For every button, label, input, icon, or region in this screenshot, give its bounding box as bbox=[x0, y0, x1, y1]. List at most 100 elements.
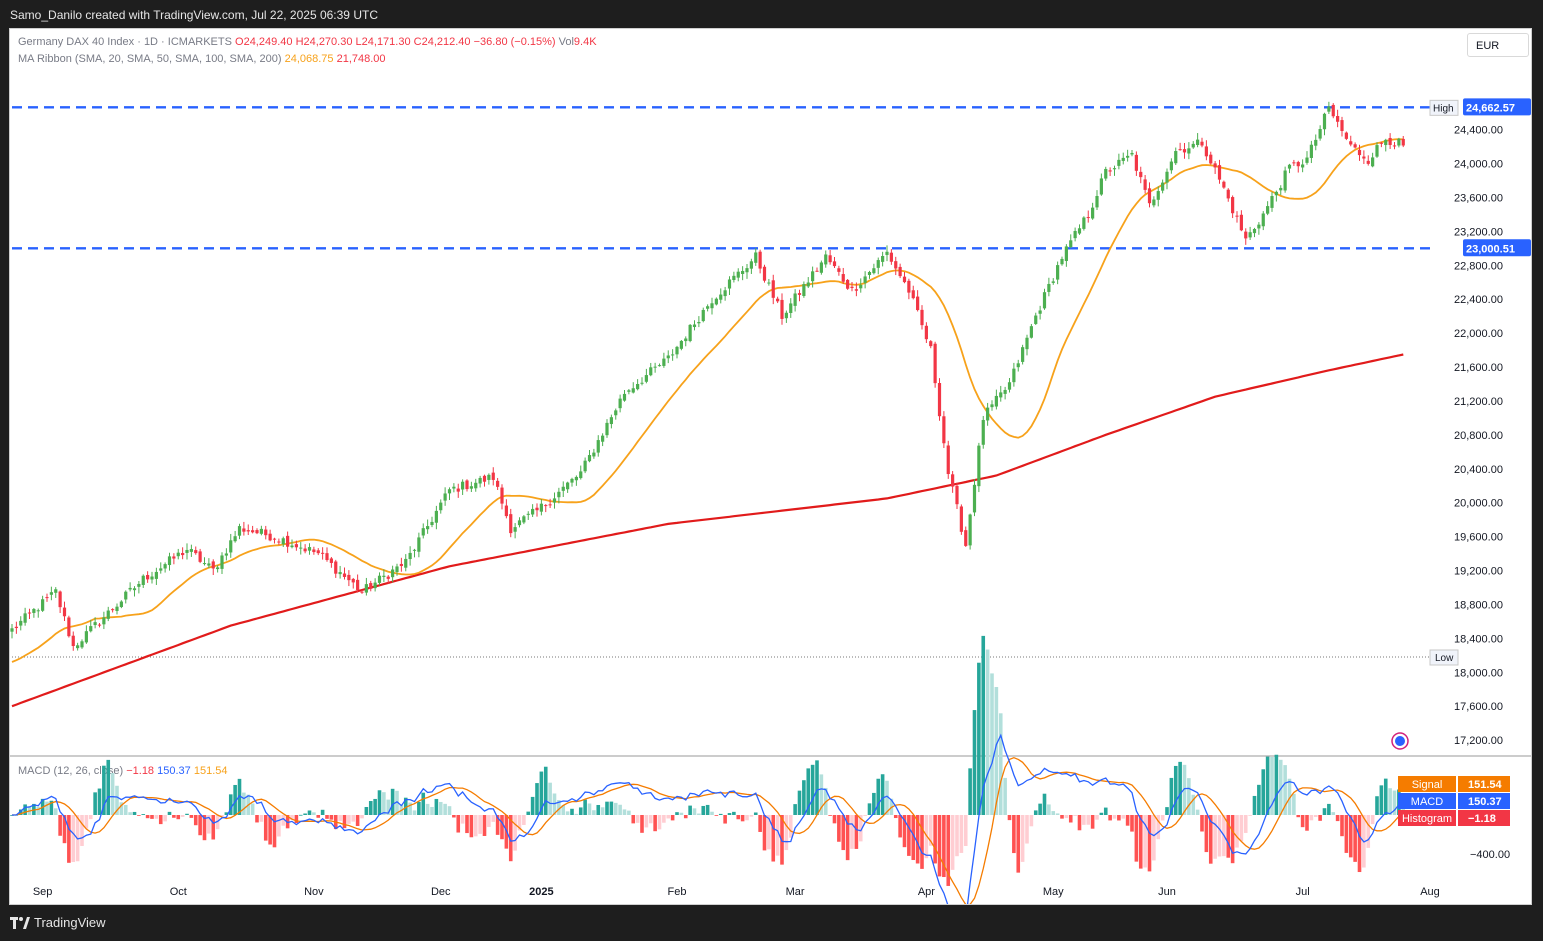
candle-body bbox=[1252, 228, 1257, 234]
candle-body bbox=[80, 641, 84, 648]
candle-body bbox=[1384, 139, 1388, 146]
candle-body bbox=[977, 445, 981, 487]
candle-body bbox=[959, 506, 963, 532]
histogram-bar bbox=[1147, 815, 1152, 872]
y-tick-label: 18,400.00 bbox=[1454, 633, 1503, 645]
candles-group bbox=[10, 101, 1405, 651]
currency-selector[interactable]: EUR bbox=[1467, 33, 1529, 57]
histogram-bar bbox=[902, 815, 907, 848]
histogram-bar bbox=[110, 773, 115, 815]
histogram-bar bbox=[237, 778, 242, 815]
histogram-bar bbox=[937, 815, 942, 877]
histogram-bar bbox=[784, 815, 789, 851]
ma20-value: 24,068.75 bbox=[284, 53, 334, 65]
histogram-bar bbox=[434, 798, 439, 815]
histogram-bar bbox=[872, 792, 876, 815]
candle-body bbox=[1187, 148, 1191, 154]
candle-body bbox=[1388, 137, 1392, 145]
close-value: C24,212.40 bbox=[413, 36, 471, 48]
y-tick-label: 17,200.00 bbox=[1454, 735, 1503, 747]
histogram-bar bbox=[880, 774, 885, 815]
histogram-bar bbox=[338, 815, 342, 821]
x-tick-label: Jul bbox=[1296, 886, 1310, 898]
histogram-bar bbox=[403, 797, 408, 815]
histogram-bar bbox=[1283, 765, 1287, 815]
histogram-bar bbox=[1029, 815, 1034, 827]
histogram-bar bbox=[963, 815, 968, 846]
candle-body bbox=[1340, 120, 1344, 132]
candle-body bbox=[526, 513, 530, 515]
histogram-bar bbox=[224, 812, 229, 815]
candle-body bbox=[811, 271, 815, 282]
histogram-bar bbox=[522, 815, 526, 825]
histogram-bar bbox=[670, 815, 675, 821]
histogram-bar bbox=[377, 790, 382, 815]
histogram-bar bbox=[1270, 756, 1274, 815]
candle-body bbox=[347, 574, 351, 581]
histogram-bar bbox=[312, 812, 316, 815]
high-tag-label: High bbox=[1433, 103, 1454, 114]
histogram-bar bbox=[714, 815, 719, 816]
histogram-bar bbox=[644, 815, 649, 828]
histogram-bar bbox=[1388, 788, 1392, 815]
brand-name: TradingView bbox=[34, 915, 106, 930]
candle-body bbox=[531, 508, 535, 515]
candle-body bbox=[1047, 283, 1051, 292]
candle-body bbox=[929, 341, 933, 347]
macd-tag-value: 151.54 bbox=[1468, 779, 1503, 791]
macd-tag-value-box bbox=[1458, 776, 1510, 792]
histogram-bar bbox=[1309, 815, 1314, 821]
histogram-bar bbox=[1226, 815, 1231, 858]
price-chart-svg[interactable]: 17,200.00 17,600.00 18,000.00 18,400.00 18,8… bbox=[10, 29, 1531, 904]
x-tick-label: Aug bbox=[1420, 886, 1440, 898]
histogram-bar bbox=[745, 815, 749, 821]
candle-body bbox=[338, 572, 342, 575]
histogram-bar bbox=[491, 815, 496, 822]
macd-label: MACD (12, 26, close) bbox=[18, 765, 124, 777]
candle-body bbox=[356, 579, 360, 591]
histogram-bar bbox=[631, 815, 636, 824]
histogram-bar bbox=[1143, 815, 1147, 868]
candle-body bbox=[1178, 149, 1182, 151]
candle-body bbox=[351, 578, 355, 583]
candle-body bbox=[443, 493, 447, 501]
macd-hist-value: −1.18 bbox=[126, 765, 155, 777]
macd-histogram bbox=[10, 635, 1406, 886]
histogram-bar bbox=[1051, 811, 1056, 815]
candle-body bbox=[1007, 382, 1012, 390]
histogram-bar bbox=[1357, 815, 1362, 873]
histogram-bar bbox=[666, 815, 671, 819]
candle-body bbox=[644, 375, 648, 382]
candle-body bbox=[430, 521, 434, 526]
candle-body bbox=[1130, 152, 1134, 155]
candle-body bbox=[1270, 196, 1274, 208]
macd-tag-value-box bbox=[1458, 810, 1510, 826]
histogram-bar bbox=[697, 813, 701, 815]
candle-body bbox=[41, 599, 45, 611]
histogram-bar bbox=[1305, 815, 1309, 831]
y-tick-label: 21,200.00 bbox=[1454, 396, 1503, 408]
tradingview-logo[interactable]: TradingView bbox=[10, 915, 106, 930]
candle-body bbox=[461, 481, 465, 490]
candle-body bbox=[1016, 363, 1020, 368]
candle-body bbox=[688, 324, 692, 342]
candle-body bbox=[1349, 141, 1353, 145]
histogram-bar bbox=[758, 815, 762, 832]
candle-body bbox=[373, 582, 377, 589]
histogram-bar bbox=[1370, 815, 1375, 825]
candle-body bbox=[504, 505, 508, 517]
candle-body bbox=[771, 280, 775, 298]
candle-body bbox=[1095, 195, 1099, 208]
histogram-bar bbox=[793, 804, 797, 815]
candle-body bbox=[907, 280, 911, 293]
candle-body bbox=[1283, 170, 1287, 191]
candle-body bbox=[386, 576, 390, 579]
histogram-bar bbox=[701, 805, 706, 815]
histogram-bar bbox=[386, 799, 391, 815]
candle-body bbox=[863, 276, 867, 283]
histogram-bar bbox=[49, 800, 54, 815]
histogram-bar bbox=[303, 813, 307, 815]
chart-frame[interactable]: Germany DAX 40 Index · 1D · ICMARKETS O2… bbox=[9, 28, 1532, 905]
histogram-bar bbox=[1296, 815, 1301, 818]
candle-body bbox=[159, 568, 163, 571]
